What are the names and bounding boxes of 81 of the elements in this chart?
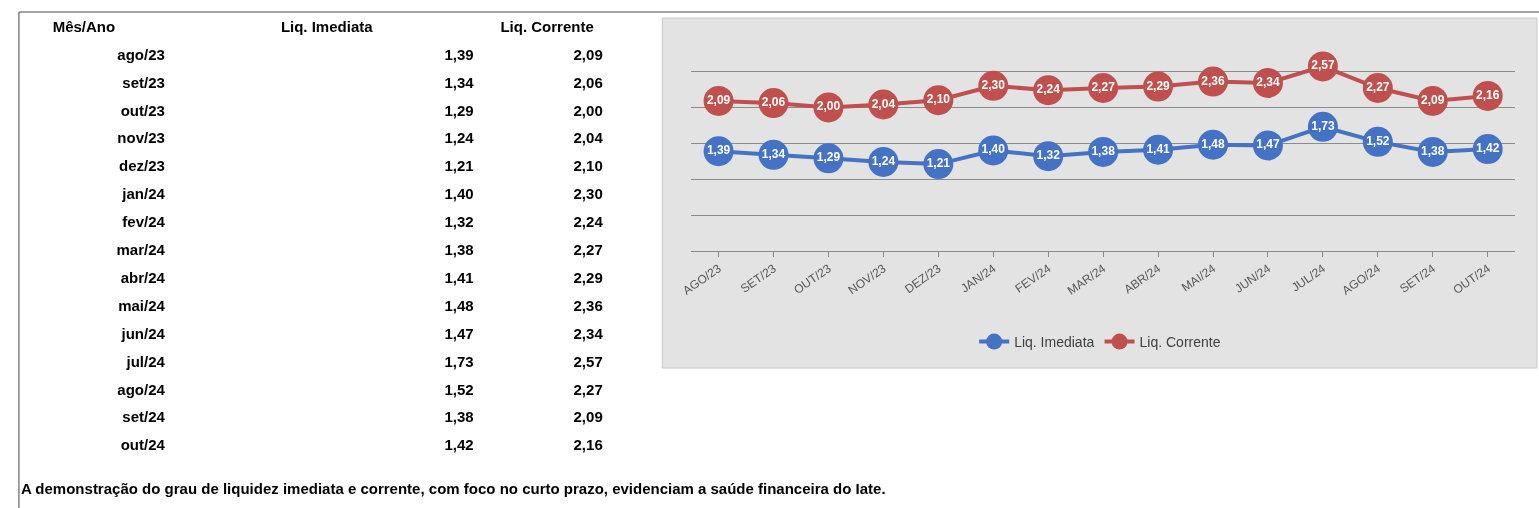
data-label: 1,40 [444, 185, 474, 203]
category-label: ago/24 [117, 380, 166, 398]
data-label: 2,09 [1421, 92, 1445, 107]
category-label: set/24 [122, 408, 166, 426]
data-label: 1,38 [444, 241, 474, 259]
data-label: 2,06 [573, 73, 603, 91]
data-label: 2,57 [1311, 58, 1335, 73]
data-label: 2,36 [573, 296, 603, 314]
data-label: 1,47 [444, 324, 474, 342]
data-label: 2,24 [573, 213, 604, 231]
data-label: 2,30 [573, 185, 603, 203]
data-label: 1,52 [1366, 133, 1390, 148]
data-label: 2,27 [573, 380, 603, 398]
legend-label: Liq. Imediata [1014, 334, 1095, 351]
category-label: ago/23 [117, 45, 165, 63]
data-label: 1,40 [981, 142, 1006, 157]
category-label: abr/24 [120, 268, 166, 286]
data-label: 1,47 [1256, 137, 1280, 152]
data-label: 2,04 [871, 96, 896, 111]
category-label: jun/24 [120, 324, 166, 342]
category-label: dez/23 [119, 157, 165, 175]
data-label: 2,04 [573, 129, 604, 147]
data-label: 1,39 [444, 45, 474, 63]
category-label: out/23 [120, 101, 165, 119]
data-label: 1,52 [444, 380, 474, 398]
text: Liq. Corrente [500, 17, 594, 35]
data-label: 2,36 [1201, 73, 1226, 88]
data-label: 1,34 [761, 146, 786, 161]
data-label: 2,00 [573, 101, 603, 119]
text: Mês/Ano [52, 17, 116, 35]
data-label: 2,00 [816, 99, 841, 114]
data-label: 1,42 [444, 436, 474, 454]
text: Liq. Imediata [280, 17, 374, 35]
data-label: 1,24 [444, 129, 475, 147]
data-label: 1,48 [1201, 136, 1226, 151]
data-label: 1,29 [816, 150, 841, 165]
data-label: 2,34 [573, 324, 604, 342]
data-label: 1,24 [871, 153, 896, 168]
data-label: 2,09 [706, 92, 731, 107]
data-label: 1,29 [444, 101, 474, 119]
data-label: 1,38 [444, 408, 474, 426]
data-label: 1,21 [926, 156, 951, 171]
category-label: mai/24 [118, 296, 166, 314]
data-label: 1,38 [1091, 143, 1116, 158]
category-label: mar/24 [116, 241, 166, 259]
data-label: 1,73 [444, 352, 474, 370]
data-label: 2,09 [573, 45, 603, 63]
data-label: 2,57 [573, 352, 603, 370]
data-label: 1,41 [1146, 141, 1171, 156]
data-label: 2,24 [1036, 82, 1061, 97]
data-label: 2,29 [573, 268, 603, 286]
data-label: 2,30 [981, 77, 1006, 92]
data-label: 1,38 [1421, 143, 1445, 158]
data-label: 2,09 [573, 408, 603, 426]
data-label: 1,39 [706, 143, 731, 158]
data-label: 2,27 [1091, 79, 1116, 94]
legend-label: Liq. Corrente [1139, 334, 1221, 351]
data-label: 2,27 [1366, 79, 1390, 94]
category-label: nov/23 [117, 129, 165, 147]
data-label: 1,41 [444, 268, 474, 286]
category-label: jan/24 [121, 185, 166, 203]
data-label: 1,48 [444, 296, 474, 314]
data-label: 2,10 [926, 92, 951, 107]
category-label: jul/24 [125, 352, 166, 370]
data-label: 1,42 [1476, 141, 1500, 156]
data-label: 2,10 [573, 157, 603, 175]
data-label: 2,34 [1256, 74, 1280, 89]
category-label: set/23 [122, 73, 165, 91]
data-label: 2,06 [761, 95, 786, 110]
data-label: 1,73 [1311, 118, 1335, 133]
data-label: 2,16 [1476, 87, 1500, 102]
data-label: 2,29 [1146, 78, 1171, 93]
data-label: 2,27 [573, 241, 603, 259]
data-label: 1,32 [444, 213, 474, 231]
category-label: fev/24 [122, 213, 166, 231]
text: A demonstração do grau de liquidez imediata e corrente, com foco no curto prazo, evidenciam a saúde financeira do Iate. [20, 479, 886, 497]
data-label: 1,32 [1036, 148, 1061, 163]
category-label: out/24 [120, 436, 166, 454]
data-label: 2,16 [573, 436, 603, 454]
data-label: 1,21 [444, 157, 474, 175]
data-label: 1,34 [444, 73, 475, 91]
